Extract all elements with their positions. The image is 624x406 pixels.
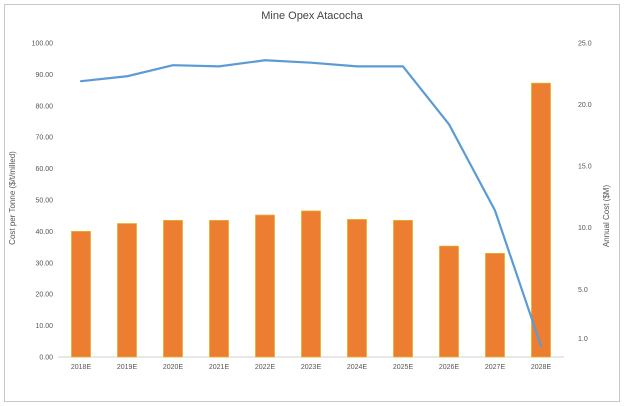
- x-tick-2025E: 2025E: [393, 364, 414, 371]
- y2-tick-labels: 1.0 5.0 10.0 15.0 20.0 25.0: [578, 41, 592, 344]
- x-tick-2021E: 2021E: [209, 364, 230, 371]
- y-tick-10.00: 10.00: [35, 323, 53, 330]
- y2-tick-25.0: 25.0: [578, 41, 592, 48]
- y-tick-100.00: 100.00: [32, 41, 54, 48]
- bar-2026E: [439, 245, 459, 358]
- x-tick-2023E: 2023E: [301, 364, 322, 371]
- bar-2020E: [163, 220, 183, 358]
- x-tick-labels: 2018E 2019E 2020E 2021E 2022E 2023E 2024E 2025E…: [71, 364, 552, 371]
- bar-2027E: [485, 252, 505, 358]
- bar-series: [71, 82, 551, 358]
- y2-tick-20.0: 20.0: [578, 102, 592, 109]
- y-tick-labels: 0.00 10.00 20.00 30.00 40.00 50.00 60.00 70.00 8…: [32, 41, 54, 362]
- bar-2028E: [531, 82, 551, 358]
- line-series: [79, 59, 543, 348]
- bar-2023E: [301, 210, 321, 358]
- bar-2019E: [117, 223, 137, 358]
- x-tick-2022E: 2022E: [255, 364, 276, 371]
- x-tick-2026E: 2026E: [439, 364, 460, 371]
- y-tick-50.00: 50.00: [35, 198, 53, 205]
- y2-tick-1.0: 1.0: [578, 336, 588, 343]
- bar-2022E: [255, 214, 275, 358]
- y2-tick-10.0: 10.0: [578, 225, 592, 232]
- y-tick-60.00: 60.00: [35, 166, 53, 173]
- x-tick-2019E: 2019E: [117, 364, 138, 371]
- y-tick-40.00: 40.00: [35, 229, 53, 236]
- y-tick-80.00: 80.00: [35, 103, 53, 110]
- y2-axis-title: Annual Cost ($M): [602, 185, 611, 248]
- bar-2025E: [393, 220, 413, 358]
- bar-2021E: [209, 220, 229, 358]
- y2-tick-5.0: 5.0: [578, 287, 588, 294]
- y-tick-20.00: 20.00: [35, 292, 53, 299]
- x-tick-2024E: 2024E: [347, 364, 368, 371]
- y-tick-0.00: 0.00: [39, 355, 53, 362]
- x-tick-2028E: 2028E: [531, 364, 552, 371]
- x-tick-2027E: 2027E: [485, 364, 506, 371]
- bar-2024E: [347, 219, 367, 358]
- bar-2018E: [71, 230, 91, 358]
- y2-tick-15.0: 15.0: [578, 164, 592, 171]
- x-tick-2020E: 2020E: [163, 364, 184, 371]
- x-tick-2018E: 2018E: [71, 364, 92, 371]
- y-tick-30.00: 30.00: [35, 260, 53, 267]
- chart-title: Mine Opex Atacocha: [261, 10, 363, 22]
- y-tick-90.00: 90.00: [35, 72, 53, 79]
- y-axis-title: Cost per Tonne ($/t/milled): [8, 151, 17, 245]
- y-tick-70.00: 70.00: [35, 135, 53, 142]
